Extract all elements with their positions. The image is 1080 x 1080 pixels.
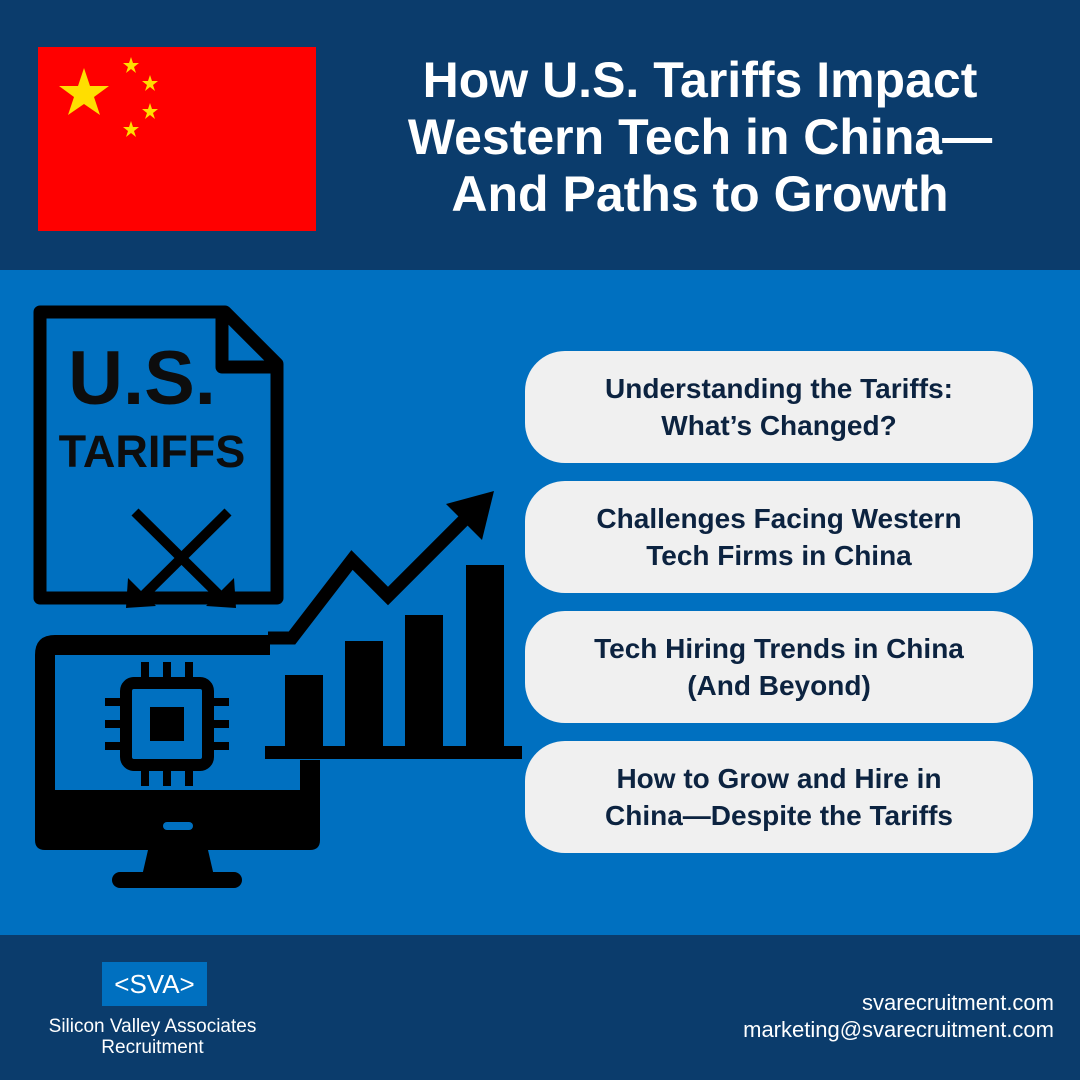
topic-text: Tech Hiring Trends in China <box>594 633 964 664</box>
topic-card: Understanding the Tariffs: What’s Changed… <box>525 351 1033 463</box>
website: svarecruitment.com <box>862 990 1054 1015</box>
title-line: How U.S. Tariffs Impact <box>422 52 978 108</box>
topic-text: (And Beyond) <box>687 670 871 701</box>
topic-text: Understanding the Tariffs: <box>605 373 953 404</box>
topic-card: Tech Hiring Trends in China (And Beyond) <box>525 611 1033 723</box>
topic-text: Challenges Facing Western <box>596 503 962 534</box>
footer-band <box>0 935 1080 1080</box>
title-line: Western Tech in China— <box>407 109 993 165</box>
topic-text: What’s Changed? <box>661 410 897 441</box>
contact-info: svarecruitment.com marketing@svarecruitm… <box>743 989 1054 1043</box>
topic-text: China—Despite the Tariffs <box>605 800 953 831</box>
tariff-document-icon <box>33 305 284 605</box>
logo: <SVA> <box>102 962 207 1006</box>
topic-text: How to Grow and Hire in <box>616 763 942 794</box>
china-flag <box>38 47 316 231</box>
topic-card: How to Grow and Hire in China—Despite the… <box>525 741 1033 853</box>
document-label: U.S. <box>68 336 216 421</box>
artwork: U.S. TARIFFS <box>33 47 522 888</box>
title-line: And Paths to Growth <box>451 166 949 222</box>
title: How U.S. Tariffs Impact Western Tech in C… <box>340 52 1060 223</box>
company-name: Silicon Valley Associates Recruitment <box>30 1016 275 1058</box>
company-line: Recruitment <box>101 1037 204 1058</box>
company-line: Silicon Valley Associates <box>48 1016 257 1037</box>
document-label: TARIFFS <box>59 426 246 477</box>
email: marketing@svarecruitment.com <box>743 1017 1054 1042</box>
topic-text: Tech Firms in China <box>646 540 912 571</box>
cross-arrows-icon <box>126 508 236 608</box>
monitor-icon <box>35 635 320 888</box>
topic-card: Challenges Facing Western Tech Firms in C… <box>525 481 1033 593</box>
growth-chart-icon <box>265 491 522 759</box>
